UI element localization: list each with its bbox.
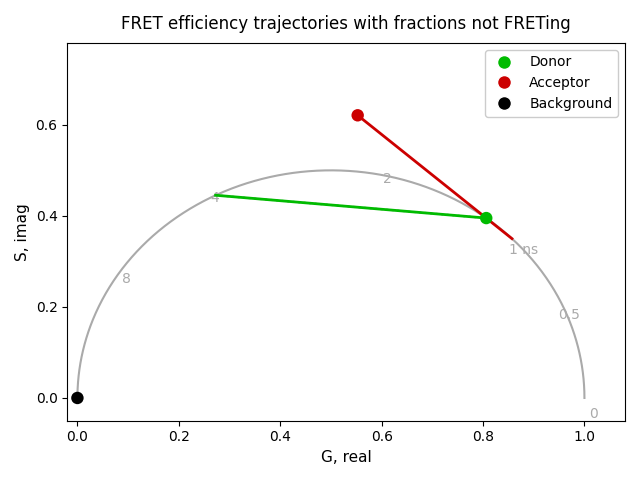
Point [72,394,83,402]
Text: 2: 2 [383,172,392,186]
Text: 0: 0 [589,407,598,421]
Point [481,214,492,222]
Y-axis label: S, imag: S, imag [15,203,30,261]
Legend: Donor, Acceptor, Background: Donor, Acceptor, Background [485,50,618,117]
X-axis label: G, real: G, real [321,450,371,465]
Text: 1 ns: 1 ns [509,243,538,257]
Point [353,111,363,119]
Title: FRET efficiency trajectories with fractions not FRETing: FRET efficiency trajectories with fracti… [121,15,571,33]
Text: 8: 8 [122,273,131,287]
Text: 4: 4 [210,191,219,205]
Text: 0.5: 0.5 [558,308,580,322]
